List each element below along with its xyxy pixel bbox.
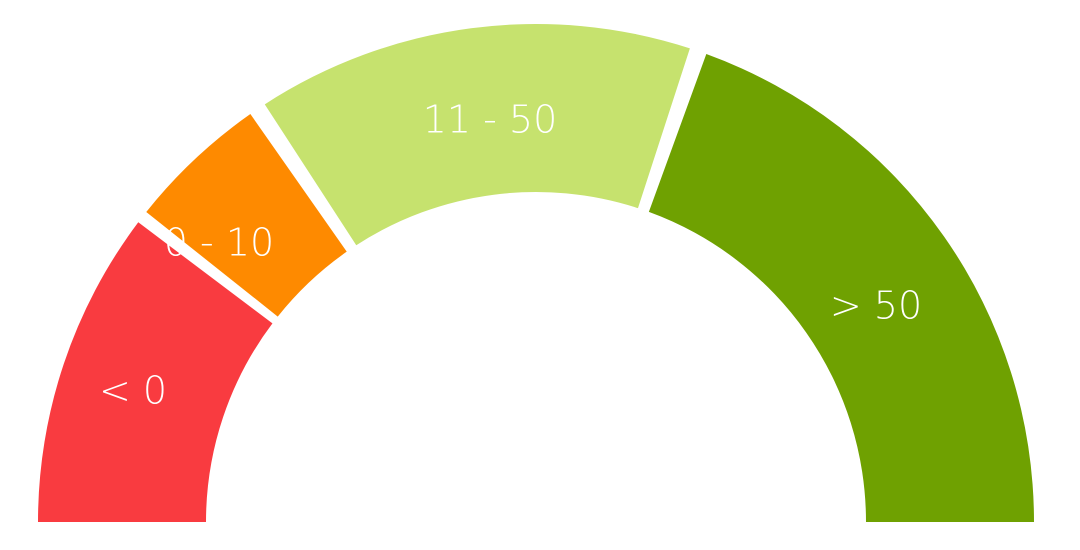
gauge-label-negative: < 0 (99, 369, 167, 413)
gauge-segment-0-10 (146, 114, 347, 317)
gauge-label-0-10: 0 - 10 (164, 221, 274, 265)
gauge-segment-11-50 (264, 23, 690, 246)
gauge-segment-over-50 (648, 54, 1034, 522)
gauge-segment-negative (38, 222, 273, 523)
gauge-label-over-50: > 50 (830, 284, 922, 328)
gauge-label-11-50: 11 - 50 (423, 98, 558, 142)
